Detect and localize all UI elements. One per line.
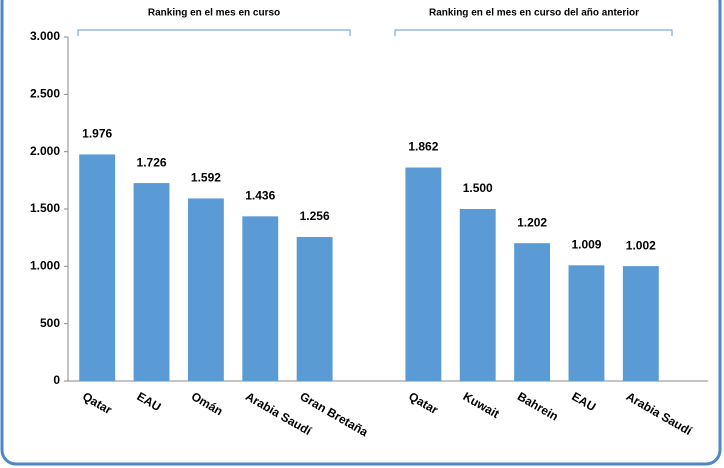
bar (568, 265, 605, 381)
data-label: 1.976 (82, 127, 112, 141)
y-tick-label: 3.000 (30, 29, 60, 43)
bar (79, 154, 116, 381)
data-label: 1.002 (626, 238, 656, 252)
data-label: 1.500 (463, 181, 493, 195)
y-tick-label: 1.500 (30, 201, 60, 215)
bar (187, 198, 224, 381)
bar (133, 183, 170, 381)
data-label: 1.592 (191, 171, 221, 185)
bar (514, 243, 551, 381)
bracket (77, 29, 351, 36)
data-label: 1.256 (300, 209, 330, 223)
bar (405, 167, 442, 381)
data-label: 1.436 (245, 189, 275, 203)
y-tick-label: 2.500 (30, 87, 60, 101)
y-tick-label: 0 (53, 373, 60, 387)
bar (459, 209, 496, 381)
annotation: Ranking en el mes en curso (148, 8, 280, 19)
bar (242, 216, 279, 381)
y-tick-label: 1.000 (30, 259, 60, 273)
annotation: Ranking en el mes en curso del año anter… (429, 8, 639, 19)
y-tick-label: 2.000 (30, 144, 60, 158)
data-label: 1.009 (571, 237, 601, 251)
bar (622, 266, 659, 381)
bar (296, 236, 333, 381)
data-label: 1.726 (137, 155, 167, 169)
bracket (394, 29, 673, 36)
data-label: 1.862 (408, 140, 438, 154)
y-tick-label: 500 (40, 316, 60, 330)
data-label: 1.202 (517, 215, 547, 229)
